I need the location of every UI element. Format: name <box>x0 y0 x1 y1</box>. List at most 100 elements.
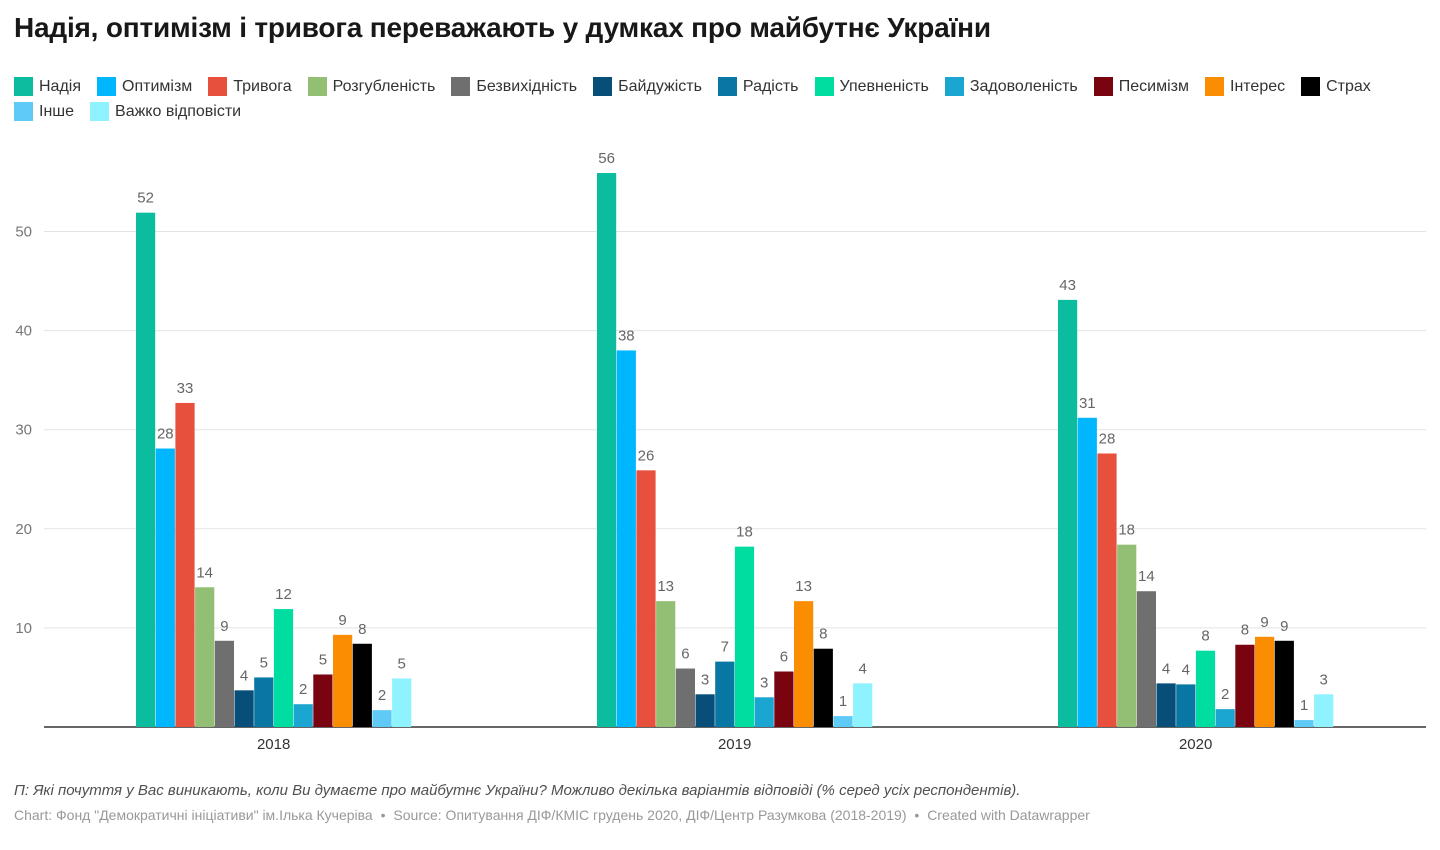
bar <box>1097 453 1117 727</box>
legend-swatch <box>814 77 834 96</box>
bar <box>254 677 274 727</box>
bar <box>1255 636 1275 727</box>
bar-value-label: 18 <box>736 524 753 541</box>
legend-label: Інше <box>39 103 75 120</box>
bar <box>833 716 853 727</box>
bar <box>136 212 156 727</box>
legend-item: Радість <box>717 77 799 96</box>
question-note: П: Які почуття у Вас виникають, коли Ви … <box>14 782 1021 799</box>
bar-value-label: 52 <box>137 190 154 207</box>
bar-value-label: 8 <box>1201 628 1209 645</box>
legend-swatch <box>1093 77 1113 96</box>
bar-value-label: 13 <box>657 578 674 595</box>
legend-swatch <box>90 102 110 121</box>
bar <box>234 690 254 727</box>
legend-label: Важко відповісти <box>115 103 242 120</box>
bar <box>1235 644 1255 727</box>
bar <box>1195 650 1216 727</box>
bar <box>597 173 617 727</box>
bar <box>155 448 175 727</box>
x-category-label: 2019 <box>718 736 751 753</box>
bar-value-label: 12 <box>275 586 292 603</box>
legend-label: Безвихідність <box>476 78 578 95</box>
y-tick-label: 10 <box>15 620 32 637</box>
bar <box>754 697 774 727</box>
legend-label: Радість <box>742 78 799 95</box>
legend-label: Байдужість <box>618 78 702 95</box>
bar <box>372 710 392 727</box>
legend-label: Страх <box>1326 78 1371 95</box>
bar-value-label: 2 <box>378 687 386 704</box>
bar-value-label: 6 <box>780 649 788 666</box>
bar <box>1136 591 1156 727</box>
legend-item: Розгубленість <box>307 77 436 96</box>
bar <box>333 634 353 727</box>
bar-value-label: 33 <box>177 380 194 397</box>
bar <box>1176 684 1196 727</box>
legend-label: Надія <box>39 78 82 95</box>
legend-label: Упевненість <box>839 78 929 95</box>
bar <box>1156 683 1176 727</box>
legend-swatch <box>717 77 737 96</box>
bar-value-label: 1 <box>1300 697 1308 714</box>
footer-separator: • <box>914 807 920 823</box>
bar-value-label: 9 <box>1280 618 1288 635</box>
bar-value-label: 5 <box>319 651 327 668</box>
bar-chart: 1020304050522833149451225982520185638261… <box>15 150 1426 753</box>
bar-value-label: 8 <box>819 626 827 643</box>
bar <box>1314 694 1334 727</box>
bar-value-label: 28 <box>157 426 174 443</box>
x-category-label: 2018 <box>257 736 290 753</box>
bar-value-label: 5 <box>398 655 406 672</box>
legend: Надія Оптимізм Тривога Розгубленість Безвихі… <box>14 77 1434 121</box>
legend-item: Інше <box>14 102 74 121</box>
bar-value-label: 3 <box>760 674 768 691</box>
chart-credit: Chart: Фонд "Демократичні ініціативи" ім… <box>14 807 373 823</box>
bar-value-label: 4 <box>1182 661 1190 678</box>
y-tick-label: 20 <box>15 521 32 538</box>
bar <box>813 648 833 727</box>
bar-value-label: 4 <box>859 660 867 677</box>
bar <box>1117 544 1137 727</box>
bar <box>1058 299 1078 727</box>
legend-swatch <box>97 77 117 96</box>
bar <box>175 402 195 727</box>
bar <box>1077 417 1097 727</box>
created-with-link[interactable]: Created with Datawrapper <box>927 807 1090 823</box>
bar-value-label: 31 <box>1079 395 1096 412</box>
legend-label: Розгубленість <box>332 78 436 95</box>
bar-value-label: 38 <box>618 327 635 344</box>
legend-item: Задоволеність <box>944 77 1078 96</box>
bar-value-label: 9 <box>220 618 228 635</box>
legend-item: Страх <box>1301 77 1371 96</box>
bar <box>293 704 313 727</box>
bar <box>794 601 814 727</box>
legend-label: Задоволеність <box>969 78 1078 95</box>
bar <box>392 678 412 727</box>
legend-item: Надія <box>14 77 81 96</box>
bar-value-label: 9 <box>338 612 346 629</box>
bar-value-label: 1 <box>839 693 847 710</box>
x-category-label: 2020 <box>1179 736 1212 753</box>
bar <box>853 683 873 727</box>
legend-swatch <box>944 77 964 96</box>
legend-item: Інтерес <box>1205 77 1285 96</box>
legend-swatch <box>208 77 228 96</box>
bar <box>1274 640 1294 727</box>
bar-value-label: 28 <box>1099 430 1116 447</box>
bar <box>695 694 715 727</box>
legend-item: Тривога <box>208 77 292 96</box>
bar-value-label: 26 <box>638 447 655 464</box>
y-tick-label: 50 <box>15 224 32 241</box>
legend-item: Байдужість <box>593 77 702 96</box>
chart-title: Надія, оптимізм і тривога переважають у … <box>14 12 991 43</box>
bar <box>1215 709 1235 727</box>
bar <box>734 546 755 727</box>
bar-value-label: 3 <box>1320 671 1328 688</box>
bar-value-label: 18 <box>1118 522 1135 539</box>
bar <box>214 640 234 727</box>
bar-value-label: 2 <box>299 681 307 698</box>
bar-value-label: 43 <box>1059 277 1076 294</box>
legend-label: Песимізм <box>1118 78 1189 95</box>
bar <box>636 470 656 727</box>
